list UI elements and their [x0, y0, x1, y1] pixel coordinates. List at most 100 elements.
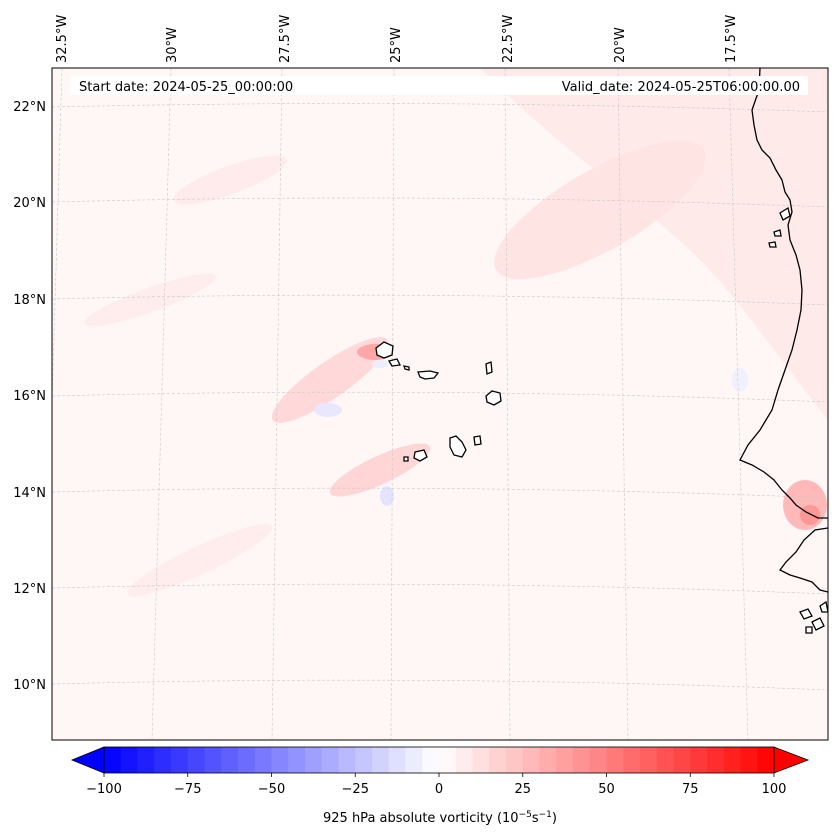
lon-label-22-5w: 22.5°W	[501, 15, 516, 63]
colorbar-tick-label: −75	[174, 782, 201, 797]
island-santa-luzia	[403, 365, 410, 371]
positive-vorticity-patch	[271, 337, 389, 423]
lat-label-12n: 12°N	[13, 582, 46, 597]
longitude-labels: 32.5°W 30°W 27.5°W 25°W 22.5°W 20°W 17.5…	[55, 15, 739, 63]
colorbar-segment	[589, 747, 607, 773]
colorbar-label: 925 hPa absolute vorticity (10−5s−1)	[323, 810, 557, 826]
colorbar-segment	[455, 747, 473, 773]
colorbar-segment	[740, 747, 758, 773]
colorbar-segment	[623, 747, 641, 773]
colorbar: −100 −75 −50 −25 0 25 50 75 100 925 hPa absolute…	[70, 746, 810, 826]
colorbar-tick-label: −50	[258, 782, 285, 797]
colorbar-segment	[171, 747, 189, 773]
lon-label-27-5w: 27.5°W	[278, 15, 293, 63]
colorbar-segment	[422, 747, 440, 773]
lat-label-10n: 10°N	[13, 678, 46, 693]
meridian-17-5w	[728, 68, 749, 740]
lon-label-32-5w: 32.5°W	[55, 15, 70, 63]
coastlines	[375, 68, 828, 634]
colorbar-segment	[120, 747, 138, 773]
island-maio	[473, 435, 482, 446]
lat-label-20n: 20°N	[13, 196, 46, 211]
negative-vorticity-patch	[732, 368, 748, 392]
island-santo-antao	[375, 341, 394, 359]
bijagos-islet	[811, 617, 825, 631]
colorbar-segment	[606, 747, 624, 773]
island-sal	[485, 361, 493, 375]
colorbar-segment	[288, 747, 306, 773]
lat-label-18n: 18°N	[13, 293, 46, 308]
colorbar-segment	[204, 747, 222, 773]
lon-label-20w: 20°W	[613, 27, 628, 63]
meridian-30w	[151, 68, 172, 740]
meridian-27-5w	[271, 68, 283, 740]
islet-near-coast	[779, 206, 791, 221]
colorbar-segment	[372, 747, 390, 773]
info-banner	[70, 76, 808, 95]
meridian-25w	[390, 68, 395, 740]
islet-near-coast	[773, 229, 782, 237]
negative-vorticity-patch	[380, 486, 394, 506]
colorbar-segment	[221, 747, 239, 773]
lat-label-22n: 22°N	[13, 100, 46, 115]
parallel-10n	[52, 679, 828, 691]
colorbar-segment	[137, 747, 155, 773]
colorbar-tick-label: 100	[762, 782, 787, 797]
island-boa-vista	[485, 390, 502, 406]
colorbar-segment	[271, 747, 289, 773]
colorbar-tick-label: 50	[598, 782, 615, 797]
colorbar-segment	[690, 747, 708, 773]
valid-date-label: Valid_date: 2024-05-25T06:00:00.00	[562, 80, 800, 95]
vorticity-field	[84, 68, 828, 597]
colorbar-segment	[757, 747, 775, 773]
positive-vorticity-patch	[494, 140, 706, 280]
bijagos-islet	[805, 626, 813, 634]
parallel-22n	[52, 103, 828, 113]
colorbar-segment	[187, 747, 205, 773]
colorbar-segment	[489, 747, 507, 773]
colorbar-segment	[656, 747, 674, 773]
colorbar-segment	[573, 747, 591, 773]
parallel-16n	[52, 391, 828, 403]
island-sao-nicolau	[417, 370, 440, 380]
colorbar-segment	[405, 747, 423, 773]
lat-label-14n: 14°N	[13, 486, 46, 501]
colorbar-segment	[472, 747, 490, 773]
colorbar-segment	[439, 747, 457, 773]
colorbar-min-extend	[70, 746, 105, 774]
lon-label-17-5w: 17.5°W	[724, 15, 739, 63]
colorbar-segment	[254, 747, 272, 773]
colorbar-tick-label: −25	[342, 782, 369, 797]
island-brava	[403, 456, 409, 462]
parallel-20n	[52, 197, 828, 208]
colorbar-segment	[154, 747, 172, 773]
colorbar-segment	[640, 747, 658, 773]
colorbar-max-extend	[773, 746, 810, 774]
negative-vorticity-patch	[372, 360, 388, 368]
meridian-20w	[617, 68, 629, 740]
start-date-label: Start date: 2024-05-25_00:00:00	[79, 80, 293, 95]
colorbar-segment	[238, 747, 256, 773]
graticule	[52, 68, 828, 740]
parallel-14n	[52, 487, 828, 499]
positive-vorticity-patch	[173, 155, 287, 205]
parallel-12n	[52, 583, 828, 595]
parallel-18n	[52, 294, 828, 306]
positive-vorticity-patch	[127, 523, 273, 597]
africa-mainland-coast	[739, 68, 828, 519]
map-panel	[52, 68, 828, 740]
colorbar-tick-label: 25	[514, 782, 531, 797]
island-santiago	[449, 435, 467, 458]
colorbar-tick-label: −100	[86, 782, 122, 797]
colorbar-segment	[556, 747, 574, 773]
colorbar-ticks: −100 −75 −50 −25 0 25 50 75 100	[86, 773, 786, 797]
colorbar-segment	[539, 747, 557, 773]
colorbar-segment	[723, 747, 741, 773]
islet-near-coast	[768, 241, 777, 248]
colorbar-segment	[305, 747, 323, 773]
colorbar-segment	[355, 747, 373, 773]
africa-southern-coast	[779, 527, 828, 593]
colorbar-segment	[506, 747, 524, 773]
island-sao-vicente	[387, 358, 401, 367]
